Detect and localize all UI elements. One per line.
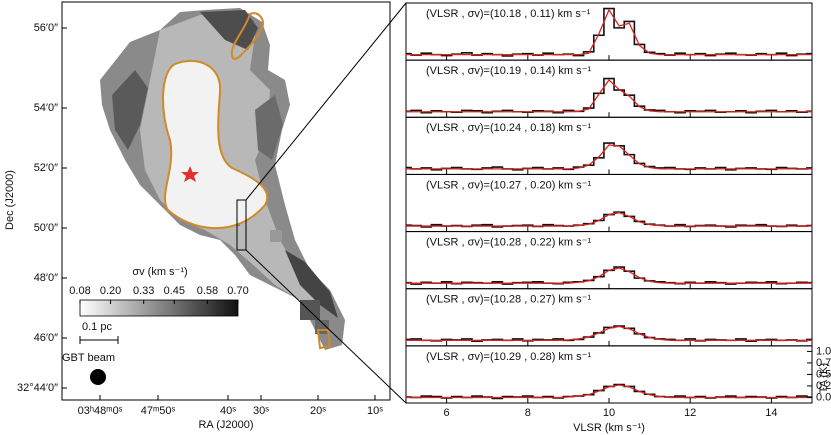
panel-label: (VLSR , σv)=(10.29 , 0.28) km s⁻¹: [426, 351, 591, 363]
fit-line: [406, 325, 812, 341]
x-tick-label: 6: [444, 407, 450, 419]
y-tick-label: 32°44′0″: [17, 382, 58, 394]
colorbar-tick-label: 0.45: [164, 285, 185, 297]
y-tick-label: 1.00: [816, 345, 831, 357]
x-axis-label: RA (J2000): [198, 419, 253, 431]
y-tick-label: 50′0″: [34, 222, 58, 234]
panel-label: (VLSR , σv)=(10.27 , 0.20) km s⁻¹: [426, 179, 591, 191]
y-axis-label: Dec (J2000): [4, 170, 16, 230]
colorbar-label: σv (km s⁻¹): [132, 266, 187, 278]
colorbar-tick-label: 0.70: [227, 285, 248, 297]
spectrum: [406, 77, 812, 114]
y-tick-label: 56′0″: [34, 22, 58, 34]
fit-line: [406, 267, 812, 284]
panel-label: (VLSR , σv)=(10.28 , 0.27) km s⁻¹: [426, 294, 591, 306]
colorbar: [79, 299, 239, 317]
x-tick-label: 03ʰ48ᵐ0ˢ: [78, 405, 123, 417]
map-image: [100, 2, 407, 404]
fit-line: [406, 78, 812, 113]
colorbar-tick-label: 0.58: [197, 285, 218, 297]
panel-label: (VLSR , σv)=(10.28 , 0.22) km s⁻¹: [426, 236, 591, 248]
y-tick-label: 0.25: [816, 380, 831, 392]
fit-line: [406, 8, 812, 56]
fit-line: [406, 384, 812, 399]
panel-label: (VLSR , σv)=(10.19 , 0.14) km s⁻¹: [426, 65, 591, 77]
panel-label: (VLSR , σv)=(10.18 , 0.11) km s⁻¹: [426, 8, 591, 20]
fit-line: [406, 144, 812, 170]
fit-line: [406, 212, 812, 227]
x-tick-label: 14: [765, 407, 777, 419]
x-tick-label: 10: [603, 407, 615, 419]
beam: [90, 369, 106, 385]
y-tick-label: 0.00: [816, 391, 831, 403]
x-tick-label: 40ˢ: [220, 405, 236, 417]
y-tick-label: 52′0″: [34, 162, 58, 174]
y-tick-label: 46′0″: [34, 332, 58, 344]
y-tick-label: 0.75: [816, 357, 831, 369]
colorbar-tick-label: 0.20: [100, 285, 121, 297]
x-tick-label: 8: [525, 407, 531, 419]
y-tick-label: 0.50: [816, 368, 831, 380]
spectrum: [406, 142, 812, 171]
panel-label: (VLSR , σv)=(10.24 , 0.18) km s⁻¹: [426, 122, 591, 134]
x-tick-label: 12: [684, 407, 696, 419]
y-tick-label: 54′0″: [34, 102, 58, 114]
y-tick-label: 48′0″: [34, 272, 58, 284]
colorbar-tick-label: 0.33: [133, 285, 154, 297]
beam-label: GBT beam: [62, 352, 115, 364]
x-tick-label: 30ˢ: [253, 405, 269, 417]
map-frame: [61, 1, 391, 401]
y-axis-label: TA (K): [818, 363, 830, 393]
x-axis-label: VLSR (km s⁻¹): [573, 422, 645, 434]
colorbar-tick-label: 0.08: [69, 285, 90, 297]
x-tick-label: 20ˢ: [310, 405, 326, 417]
scale-bar-label: 0.1 pc: [82, 321, 112, 333]
x-tick-label: 47ᵐ50ˢ: [141, 405, 176, 417]
x-tick-label: 10ˢ: [367, 405, 383, 417]
spectrum: [406, 266, 812, 285]
